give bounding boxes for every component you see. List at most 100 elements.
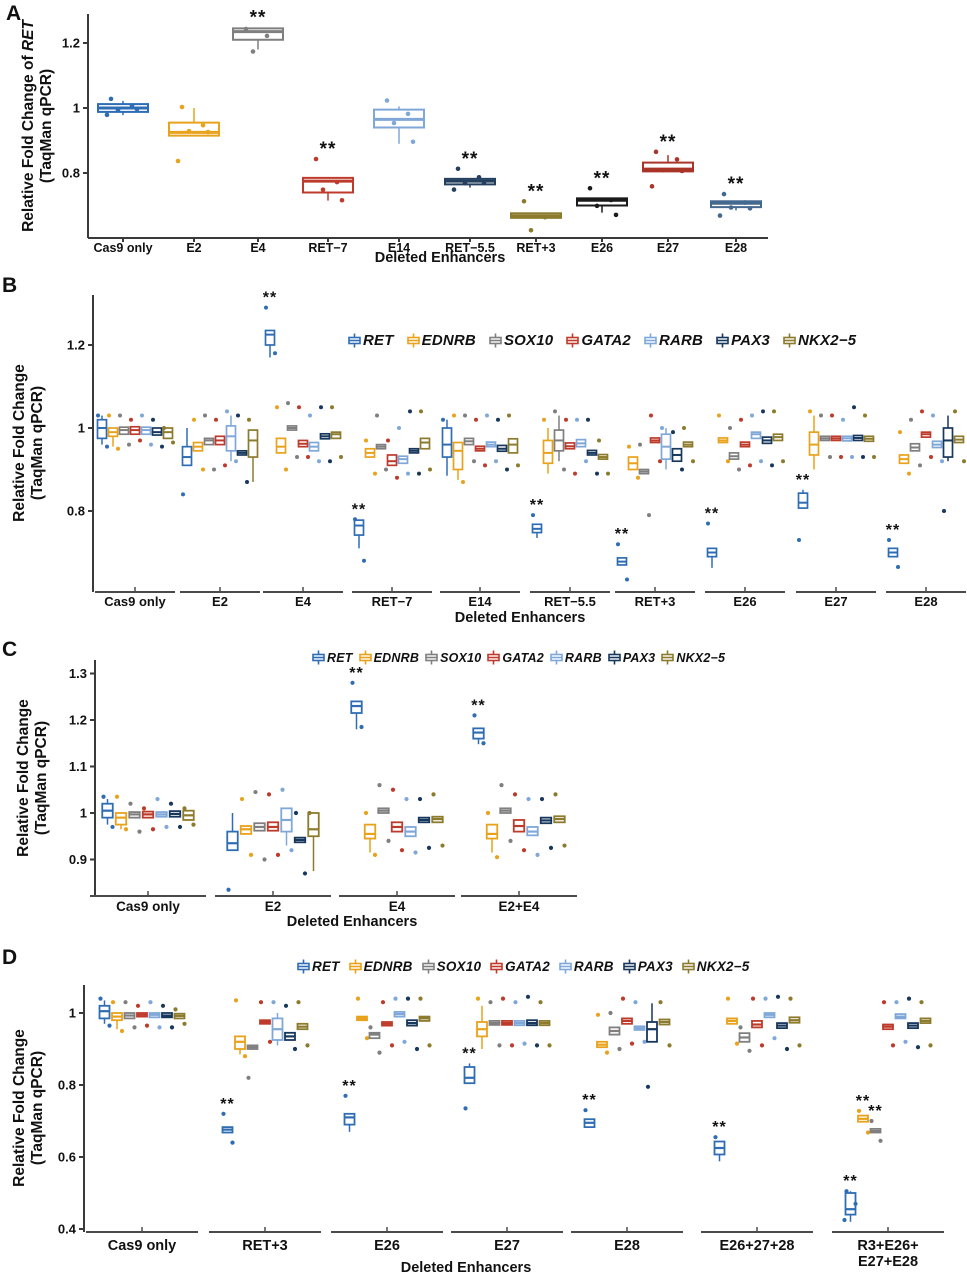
svg-text:Cas9 only: Cas9 only (116, 899, 180, 914)
svg-text:E4: E4 (295, 594, 312, 609)
legend-label-EDNRB: EDNRB (373, 650, 420, 665)
svg-text:0.9: 0.9 (69, 852, 87, 867)
svg-text:**: ** (342, 1078, 356, 1095)
EDNRB-boxplot-glyph (406, 333, 420, 348)
legend-item-EDNRB: EDNRB (358, 650, 419, 665)
svg-text:Cas9 only: Cas9 only (93, 241, 152, 255)
svg-text:**: ** (530, 497, 544, 514)
RET-boxplot-glyph (312, 650, 325, 665)
legend-label-PAX3: PAX3 (637, 959, 673, 974)
legend-label-SOX10: SOX10 (503, 332, 554, 349)
PAX3-boxplot-glyph (716, 333, 729, 348)
svg-text:RET+3: RET+3 (516, 241, 555, 255)
svg-text:**: ** (320, 139, 337, 160)
svg-text:E27+E28: E27+E28 (858, 1254, 918, 1270)
legend-label-GATA2: GATA2 (502, 650, 544, 665)
y-axis-title-A-line2: (TaqMan qPCR) (38, 68, 55, 184)
svg-text:0.8: 0.8 (67, 504, 85, 519)
NKX2-5-boxplot-glyph (661, 650, 675, 665)
legend-label-PAX3: PAX3 (622, 650, 656, 665)
svg-text:RET+3: RET+3 (635, 594, 676, 609)
PAX3-boxplot-glyph (622, 959, 636, 974)
svg-text:**: ** (220, 1096, 234, 1113)
legend-label-RET: RET (363, 332, 394, 349)
svg-text:RET−7: RET−7 (308, 241, 347, 255)
svg-text:**: ** (263, 290, 277, 307)
svg-text:E2+E4: E2+E4 (499, 899, 540, 914)
legend-item-PAX3: PAX3 (622, 959, 673, 974)
svg-text:E28: E28 (914, 594, 937, 609)
svg-text:1.2: 1.2 (67, 338, 85, 353)
svg-text:E2: E2 (265, 899, 282, 914)
svg-text:E26: E26 (733, 594, 756, 609)
svg-text:**: ** (349, 665, 363, 682)
legend-C: RET EDNRB SOX10 GATA2 RARB PAX3 NKX2−5 (311, 650, 725, 665)
legend-item-GATA2: GATA2 (565, 332, 631, 349)
y-axis-title-C-line2: (TaqMan qPCR) (33, 720, 50, 836)
legend-label-RET: RET (327, 650, 353, 665)
legend-item-SOX10: SOX10 (421, 959, 482, 974)
legend-item-RARB: RARB (643, 332, 703, 349)
legend-label-RARB: RARB (658, 332, 704, 349)
svg-text:**: ** (886, 522, 900, 539)
svg-text:RET−7: RET−7 (372, 594, 413, 609)
svg-text:0.4: 0.4 (58, 1222, 77, 1237)
svg-text:1.3: 1.3 (69, 666, 87, 681)
svg-text:R3+E26+: R3+E26+ (857, 1238, 918, 1254)
PAX3-boxplot-glyph (608, 650, 621, 665)
svg-text:E14: E14 (388, 241, 410, 255)
SOX10-boxplot-glyph (425, 650, 438, 665)
legend-label-NKX2-5: NKX2−5 (797, 332, 857, 349)
svg-text:E27: E27 (494, 1238, 520, 1254)
svg-text:E26: E26 (374, 1238, 400, 1254)
svg-text:1: 1 (78, 421, 85, 436)
legend-label-GATA2: GATA2 (581, 332, 631, 349)
legend-item-RET: RET (311, 650, 353, 665)
svg-text:RET+3: RET+3 (242, 1238, 288, 1254)
svg-text:**: ** (615, 526, 629, 543)
x-axis-title-C: Deleted Enhancers (286, 914, 418, 930)
RET-boxplot-glyph (297, 959, 310, 974)
legend-label-RARB: RARB (573, 959, 614, 974)
svg-text:1: 1 (80, 806, 87, 821)
svg-text:**: ** (856, 1093, 870, 1110)
svg-text:**: ** (712, 1119, 726, 1136)
svg-text:1.2: 1.2 (62, 36, 80, 51)
svg-text:E26: E26 (591, 241, 613, 255)
svg-text:1.1: 1.1 (69, 759, 87, 774)
RARB-boxplot-glyph (644, 333, 657, 348)
svg-text:**: ** (796, 472, 810, 489)
legend-item-PAX3: PAX3 (715, 332, 770, 349)
SOX10-boxplot-glyph (489, 333, 502, 348)
legend-label-EDNRB: EDNRB (421, 332, 476, 349)
svg-text:E27: E27 (824, 594, 847, 609)
y-axis-title-D-line1: Relative Fold Change (11, 1029, 28, 1187)
legend-item-RARB: RARB (549, 650, 602, 665)
EDNRB-boxplot-glyph (358, 650, 372, 665)
legend-item-PAX3: PAX3 (607, 650, 656, 665)
panel-label-D: D (2, 946, 18, 969)
GATA2-boxplot-glyph (490, 959, 503, 974)
RARB-boxplot-glyph (559, 959, 572, 974)
legend-label-EDNRB: EDNRB (363, 959, 413, 974)
svg-text:E28: E28 (725, 241, 747, 255)
svg-text:E28: E28 (614, 1238, 640, 1254)
legend-item-SOX10: SOX10 (488, 332, 553, 349)
RET-boxplot-glyph (348, 333, 361, 348)
RARB-boxplot-glyph (550, 650, 563, 665)
y-axis-title-C-line1: Relative Fold Change (15, 699, 32, 857)
svg-text:1: 1 (73, 101, 80, 116)
svg-text:0.6: 0.6 (58, 1150, 76, 1165)
y-axis-title-B: Relative Fold Change (TaqMan qPCR) (11, 364, 47, 522)
svg-text:**: ** (352, 501, 366, 518)
svg-text:E2: E2 (186, 241, 201, 255)
panel-label-B: B (2, 274, 18, 297)
NKX2-5-boxplot-glyph (681, 959, 695, 974)
svg-text:**: ** (471, 697, 485, 714)
legend-label-NKX2-5: NKX2−5 (676, 650, 726, 665)
svg-text:**: ** (594, 168, 611, 189)
panel-label-C: C (2, 638, 18, 661)
legend-label-RET: RET (312, 959, 340, 974)
